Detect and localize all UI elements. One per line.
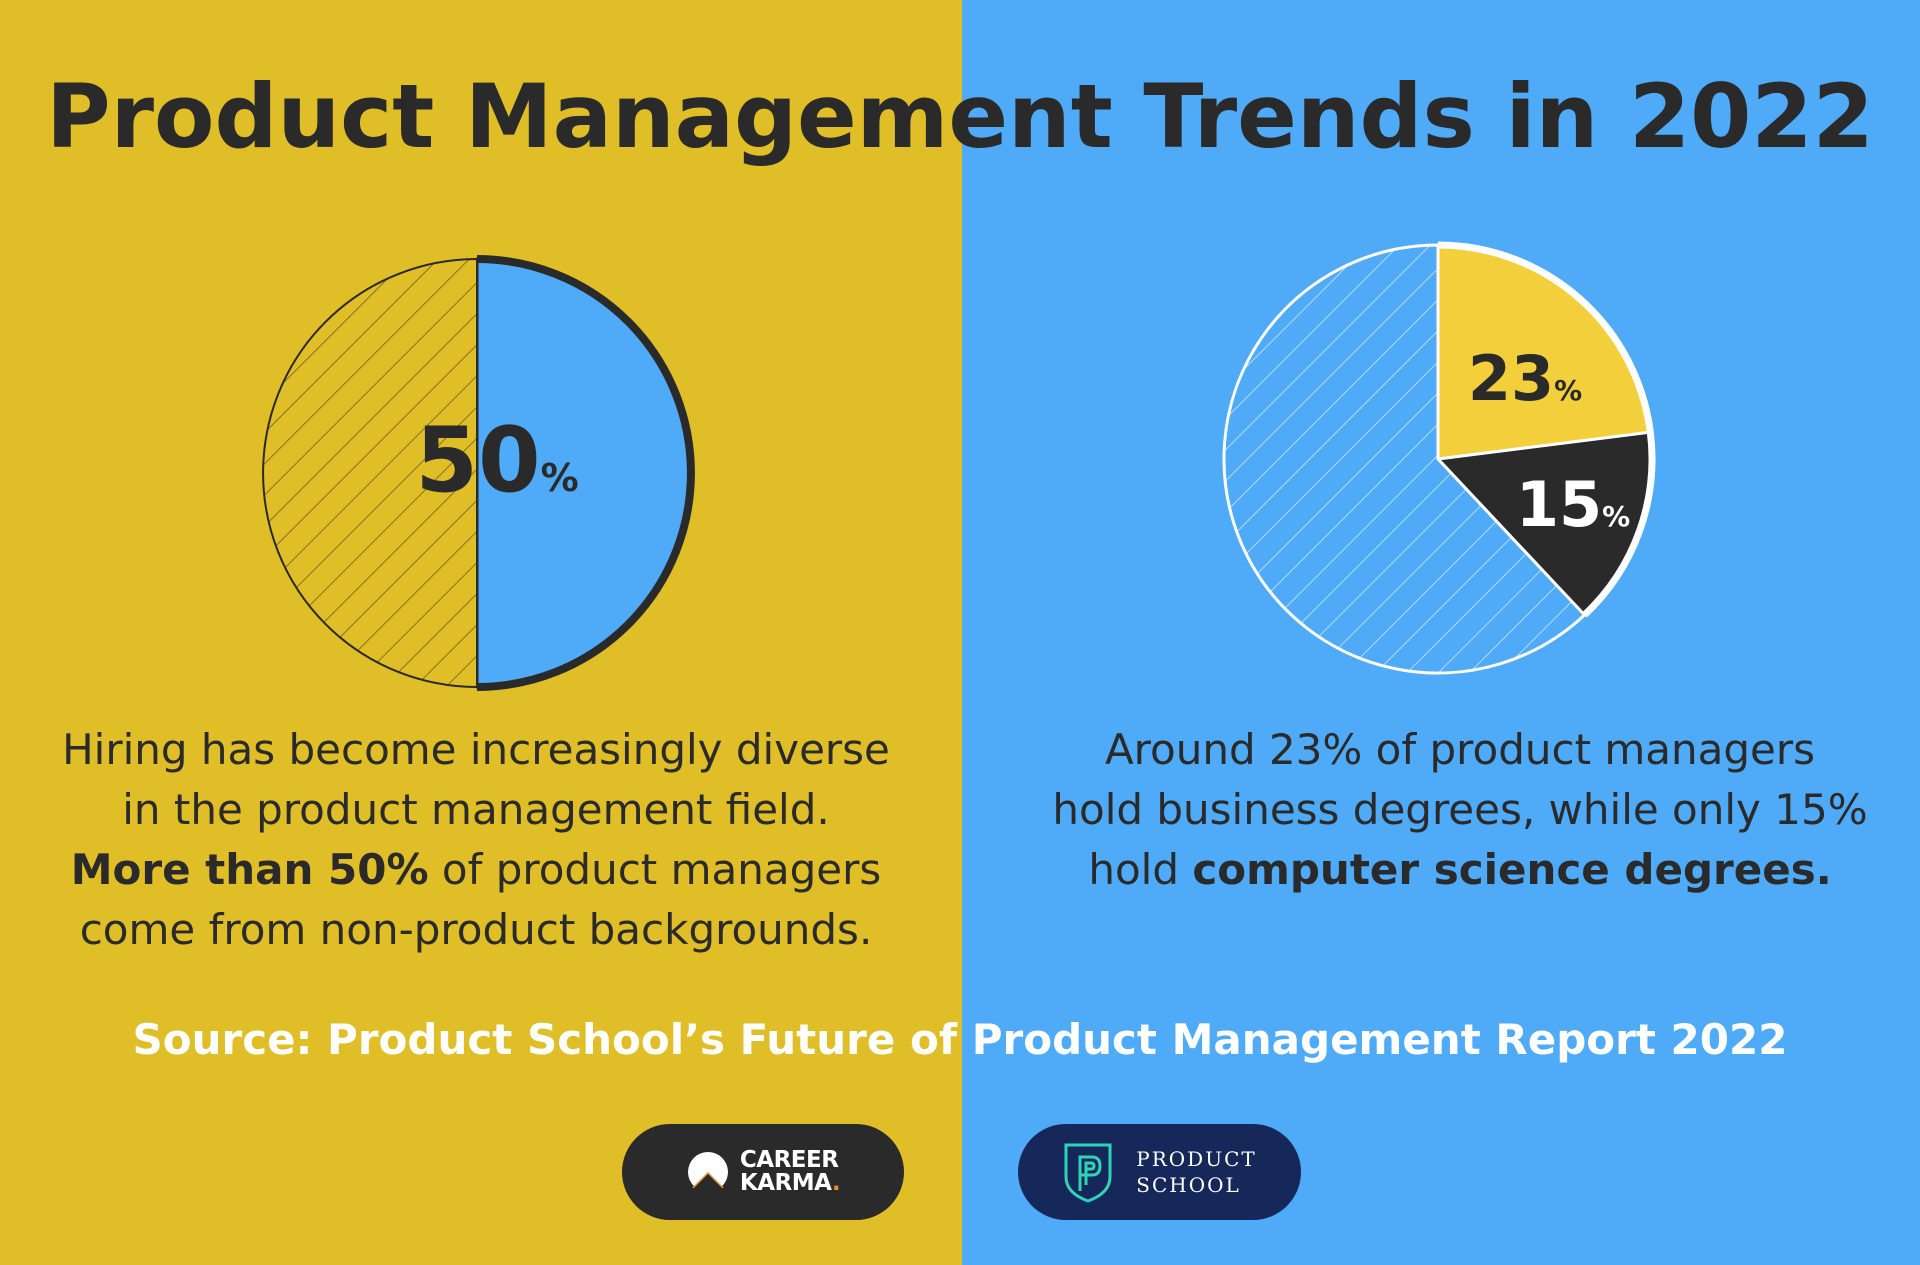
left-caption-line-4: come from non-product backgrounds. <box>79 905 873 954</box>
pie-label-15: 15% <box>1516 468 1630 541</box>
pie-slice-outline-50 <box>476 255 695 691</box>
source-citation: Source: Product School’s Future of Produ… <box>132 1015 1788 1064</box>
right-caption-line-1: Around 23% of product managers <box>1104 725 1816 774</box>
right-caption-line-2: hold business degrees, while only 15% <box>1052 785 1868 834</box>
pie-label-23: 23% <box>1468 342 1582 415</box>
product-school-line-1: PRODUCT <box>1136 1147 1257 1171</box>
pie-slice-outline-23 <box>1437 241 1654 433</box>
right-caption-highlight: computer science degrees. <box>1192 845 1832 894</box>
product-school-logo: PRODUCT SCHOOL <box>1018 1124 1301 1220</box>
product-school-line-2: SCHOOL <box>1136 1173 1241 1197</box>
product-school-wordmark: PRODUCT SCHOOL <box>1136 1146 1256 1198</box>
pie-chart-degrees: 23% 15% <box>1222 241 1656 675</box>
right-caption-line-3: hold computer science degrees. <box>1000 840 1920 900</box>
career-karma-dot: . <box>831 1170 841 1196</box>
career-karma-line-2: KARMA <box>739 1170 832 1196</box>
right-caption-line-3-start: hold <box>1088 845 1193 894</box>
career-karma-wordmark: CAREER KARMA. <box>739 1147 841 1196</box>
pie-label-50: 50% <box>415 408 578 513</box>
pie-slice-outline-15 <box>1582 431 1656 618</box>
left-caption-line-1: Hiring has become increasingly diverse <box>62 725 890 774</box>
pie-slice-rest-2 <box>1222 243 1586 675</box>
left-caption: Hiring has become increasingly diverse i… <box>0 720 952 960</box>
career-karma-logo: CAREER KARMA. <box>622 1124 904 1220</box>
left-caption-line-3: More than 50% of product managers <box>0 840 952 900</box>
shield-p-icon <box>1064 1143 1112 1203</box>
left-caption-line-3-rest: of product managers <box>428 845 882 894</box>
left-caption-line-2: in the product management field. <box>122 785 830 834</box>
career-karma-line-1: CAREER <box>739 1147 839 1173</box>
mountain-sun-icon <box>687 1152 728 1194</box>
pie-slice-rest-1 <box>262 258 478 688</box>
left-caption-highlight: More than 50% <box>70 845 429 894</box>
page-title: Product Management Trends in 2022 <box>46 65 1874 168</box>
right-caption: Around 23% of product managers hold busi… <box>1000 720 1920 900</box>
pie-chart-hiring: 50% <box>262 255 695 691</box>
